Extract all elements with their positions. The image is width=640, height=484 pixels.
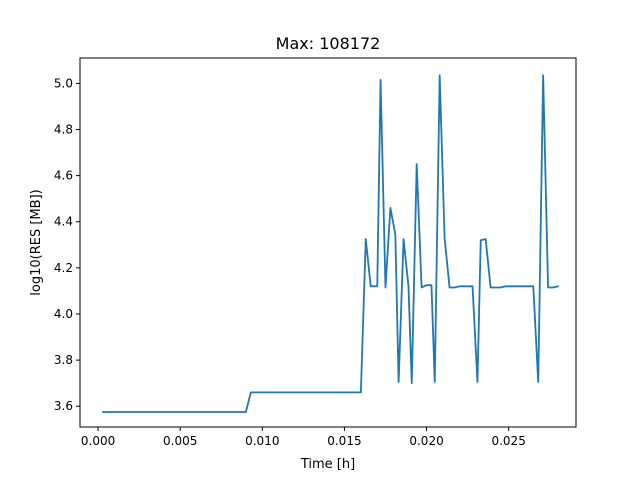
y-tick-label: 4.8 xyxy=(54,122,73,136)
y-axis-label: log10(RES [MB]) xyxy=(29,189,44,295)
x-tick-label: 0.010 xyxy=(245,434,279,448)
y-tick-label: 3.8 xyxy=(54,353,73,367)
plot-area xyxy=(80,58,576,427)
y-axis: 3.6 3.8 4.0 4.2 4.4 4.6 4.8 5.0 xyxy=(54,76,80,413)
plot-background xyxy=(80,58,576,427)
chart-title: Max: 108172 xyxy=(276,34,381,53)
x-tick-label: 0.020 xyxy=(409,434,443,448)
y-tick-label: 4.6 xyxy=(54,169,73,183)
x-tick-label: 0.005 xyxy=(163,434,197,448)
x-tick-label: 0.025 xyxy=(491,434,525,448)
series-layer xyxy=(102,74,560,413)
y-tick-label: 4.4 xyxy=(54,215,73,229)
plot-frame xyxy=(79,57,577,428)
x-tick-label: 0.015 xyxy=(327,434,361,448)
series-line xyxy=(102,74,560,413)
y-tick-label: 4.2 xyxy=(54,261,73,275)
x-axis: 0.000 0.005 0.010 0.015 0.020 0.025 xyxy=(81,427,526,448)
x-axis-label: Time [h] xyxy=(300,457,355,472)
y-tick-label: 3.6 xyxy=(54,399,73,413)
y-tick-label: 5.0 xyxy=(54,76,73,90)
x-tick-label: 0.000 xyxy=(81,434,115,448)
y-tick-label: 4.0 xyxy=(54,307,73,321)
